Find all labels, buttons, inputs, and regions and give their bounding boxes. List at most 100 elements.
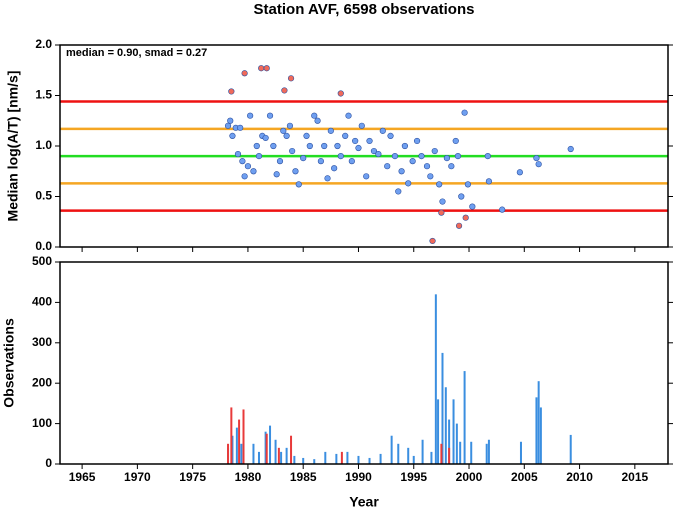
y-tick-label: 100 xyxy=(32,416,52,430)
y-tick-label: 0 xyxy=(45,456,52,470)
bar xyxy=(470,441,473,464)
point xyxy=(458,193,465,200)
point xyxy=(295,181,302,188)
y-tick-label: 2.0 xyxy=(35,37,52,51)
bar xyxy=(231,435,234,464)
point xyxy=(387,132,394,139)
bar xyxy=(430,451,433,464)
bar xyxy=(463,371,466,464)
point xyxy=(439,198,446,205)
x-axis-label: Year xyxy=(349,494,379,510)
point xyxy=(375,150,382,158)
point xyxy=(224,122,232,129)
point xyxy=(229,132,236,139)
bar xyxy=(539,407,542,464)
y-axis-label: Observations xyxy=(1,318,17,408)
point xyxy=(241,70,248,77)
bar xyxy=(340,451,343,464)
bar xyxy=(290,435,293,464)
point xyxy=(533,155,540,162)
point xyxy=(337,153,344,160)
bar xyxy=(293,455,296,464)
point xyxy=(283,132,290,139)
point xyxy=(469,203,476,210)
point xyxy=(253,142,260,150)
point xyxy=(250,168,257,175)
bar xyxy=(448,419,451,464)
x-tick-label: 1990 xyxy=(345,470,372,484)
point xyxy=(281,87,288,94)
bar xyxy=(265,433,268,464)
point xyxy=(273,171,280,178)
point xyxy=(234,150,242,158)
point xyxy=(263,65,270,72)
bar xyxy=(240,443,243,464)
point xyxy=(324,175,331,182)
y-tick-label: 500 xyxy=(32,254,52,268)
point xyxy=(409,158,416,165)
point xyxy=(398,168,405,175)
point xyxy=(418,153,425,160)
bar xyxy=(569,434,572,464)
y-tick-label: 200 xyxy=(32,375,52,389)
point xyxy=(355,144,362,152)
point xyxy=(255,153,263,160)
bar xyxy=(412,455,415,464)
x-tick-label: 1980 xyxy=(235,470,262,484)
bar xyxy=(257,451,260,464)
bar xyxy=(264,431,267,464)
bar xyxy=(269,425,272,464)
bar xyxy=(335,453,338,464)
bar xyxy=(274,439,277,464)
y-tick-label: 300 xyxy=(32,335,52,349)
bar xyxy=(302,457,305,464)
bar xyxy=(235,427,238,464)
y-tick-label: 400 xyxy=(32,295,52,309)
x-tick-label: 2000 xyxy=(456,470,483,484)
point xyxy=(567,145,574,153)
point xyxy=(314,117,321,124)
point xyxy=(334,142,341,150)
y-tick-label: 0.0 xyxy=(35,239,52,253)
point xyxy=(423,163,431,170)
point xyxy=(342,132,349,139)
point xyxy=(321,142,328,150)
point xyxy=(452,137,459,145)
point xyxy=(270,142,277,150)
x-tick-label: 2015 xyxy=(621,470,648,484)
y-tick-label: 1.5 xyxy=(35,88,52,102)
annotation: median = 0.90, smad = 0.27 xyxy=(66,47,207,59)
bar xyxy=(230,407,233,464)
point xyxy=(370,147,378,155)
point xyxy=(384,163,391,170)
bar xyxy=(421,439,424,464)
point xyxy=(303,132,310,139)
bar xyxy=(277,447,280,464)
bar xyxy=(313,459,316,464)
point xyxy=(276,158,284,165)
y-tick-label: 1.0 xyxy=(35,138,52,152)
bar xyxy=(379,453,382,464)
bar xyxy=(346,451,349,464)
bar xyxy=(448,447,451,464)
bar xyxy=(357,455,360,464)
bar xyxy=(437,399,440,464)
point xyxy=(363,173,370,180)
point xyxy=(280,127,287,134)
point xyxy=(499,206,506,213)
point xyxy=(262,134,269,142)
bar xyxy=(285,447,288,464)
y-axis-label: Median log(A/T) [nm/s] xyxy=(5,71,21,222)
bar xyxy=(519,441,522,464)
point xyxy=(431,147,438,155)
point xyxy=(241,173,248,180)
point xyxy=(287,75,295,82)
point xyxy=(286,122,294,129)
point xyxy=(237,124,244,131)
point xyxy=(358,122,365,129)
bar xyxy=(459,441,462,464)
point xyxy=(348,158,355,165)
point xyxy=(247,112,254,119)
